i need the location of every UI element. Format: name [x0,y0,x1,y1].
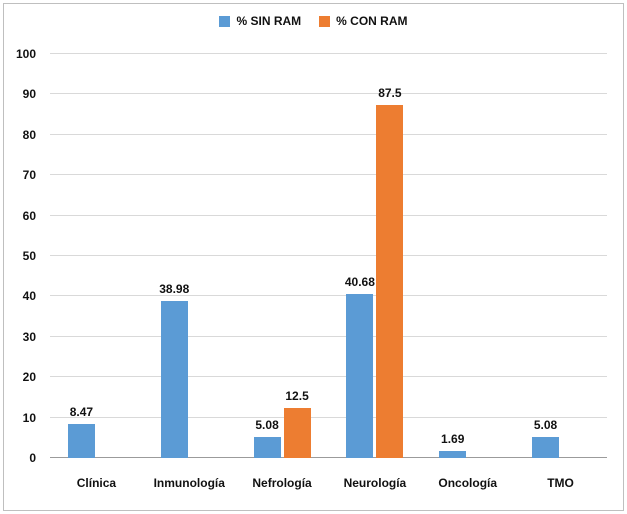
bar-groups: 8.47 38.98 5.08 12.5 40.68 87.5 1.69 5.08 [50,54,607,458]
bar-value-label: 5.08 [255,418,279,433]
grouped-bar-chart: % SIN RAM % CON RAM 0 10 20 30 40 50 60 70 80 90 10… [3,3,624,511]
y-tick-label: 80 [22,127,36,142]
gridline [50,295,607,297]
plot-area: 8.47 38.98 5.08 12.5 40.68 87.5 1.69 5.08 [50,53,607,458]
bar: 1.69 [439,432,467,458]
y-tick-label: 50 [22,249,36,263]
bar-value-label: 40.68 [344,274,375,289]
bar-value-label: 12.5 [285,388,309,403]
legend-item: % CON RAM [319,14,408,28]
bar-value-label: 87.5 [378,85,402,100]
bar-group: 38.98 [143,54,236,458]
gridline [50,255,607,256]
gridline [50,133,607,135]
bar-slot: 5.08 [253,54,281,458]
y-tick-label: 100 [15,47,36,61]
bar-slot [98,54,125,458]
bar: 8.47 [67,405,95,458]
legend-label: % SIN RAM [236,14,302,28]
bar: 5.08 [532,418,560,458]
x-axis: Clínica Inmunología Nefrología Neurología On… [50,476,607,494]
y-tick-label: 0 [29,451,36,465]
y-tick-label: 60 [22,208,36,223]
bar: 40.68 [345,275,375,458]
x-category-label: Oncología [438,476,498,490]
x-axis-line [50,457,607,458]
chart-legend: % SIN RAM % CON RAM [4,14,623,28]
bar-slot: 8.47 [67,54,95,458]
bar-group: 40.68 87.5 [328,54,421,458]
bar-slot: 5.08 [532,54,560,458]
bar-group: 8.47 [50,54,143,458]
gridline [50,174,607,176]
bar-slot: 87.5 [376,54,404,458]
bar-group: 5.08 [514,54,607,458]
bar-slot [191,54,218,458]
y-tick-label: 30 [22,329,36,344]
x-category-label: Inmunología [153,476,225,490]
bar-slot: 38.98 [159,54,189,458]
legend-color-swatch [319,15,331,27]
gridline [50,53,607,54]
bar-slot: 40.68 [345,54,375,458]
bar-value-label: 38.98 [159,281,190,296]
bar-value-label: 1.69 [441,432,465,447]
bar: 87.5 [376,86,404,458]
legend-label: % CON RAM [336,14,408,28]
bar-value-label: 8.47 [69,404,94,419]
x-category-label: Nefrología [252,476,312,490]
gridline [50,416,607,418]
bar-value-label: 5.08 [533,418,558,433]
y-axis: 0 10 20 30 40 50 60 70 80 90 100 [4,48,44,464]
bar: 12.5 [283,389,311,458]
legend-color-swatch [219,15,231,27]
y-tick-label: 90 [22,87,36,102]
x-category-label: TMO [547,476,574,490]
bar-slot: 12.5 [283,54,311,458]
y-tick-label: 10 [22,410,36,425]
bar-slot [562,54,589,458]
bar: 38.98 [159,282,189,458]
gridline [50,335,607,337]
gridline [50,214,607,216]
bar-slot: 1.69 [439,54,467,458]
y-tick-label: 20 [22,370,36,385]
y-tick-label: 70 [22,168,36,183]
y-tick-label: 40 [22,289,36,304]
bar: 5.08 [253,418,281,458]
x-category-label: Neurología [343,476,407,490]
bar-group: 5.08 12.5 [236,54,329,458]
gridline [50,93,607,95]
legend-item: % SIN RAM [219,14,301,28]
bar-group: 1.69 [421,54,514,458]
bar-slot [469,54,496,458]
gridline [50,376,607,378]
x-category-label: Clínica [76,476,117,490]
